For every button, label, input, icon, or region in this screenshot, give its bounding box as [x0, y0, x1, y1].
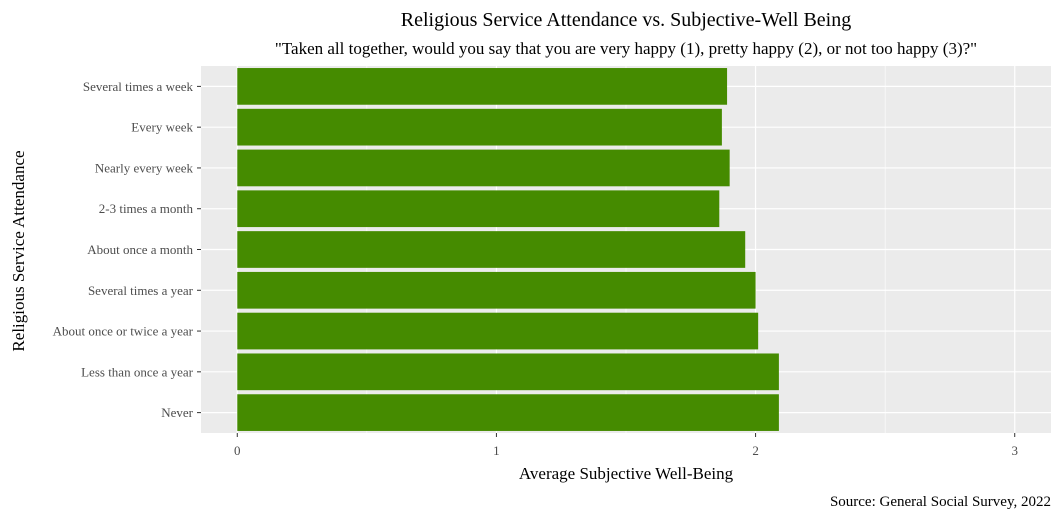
y-tick-label: About once or twice a year: [53, 324, 194, 339]
y-tick-label: Several times a year: [88, 283, 194, 298]
y-tick-label: Every week: [131, 120, 193, 135]
bar: [237, 108, 722, 146]
y-tick-label: Several times a week: [83, 79, 194, 94]
y-tick-label: About once a month: [87, 242, 193, 257]
x-tick-label: 2: [752, 443, 759, 458]
bar: [237, 312, 759, 350]
chart-title: Religious Service Attendance vs. Subject…: [401, 9, 852, 31]
y-axis: Several times a week Every week Nearly eve…: [53, 79, 201, 420]
x-axis-title: Average Subjective Well-Being: [519, 464, 734, 483]
x-axis: 0 1 2 3: [234, 433, 1018, 458]
bar: [237, 190, 720, 228]
chart-caption: Source: General Social Survey, 2022: [830, 494, 1051, 510]
y-axis-title: Religious Service Attendance: [9, 150, 28, 351]
bar: [237, 394, 779, 431]
bars: [237, 68, 779, 431]
chart-subtitle: "Taken all together, would you say that …: [275, 39, 977, 58]
y-tick-label: Never: [161, 405, 193, 420]
x-tick-label: 1: [493, 443, 500, 458]
x-tick-label: 3: [1011, 443, 1018, 458]
bar: [237, 271, 756, 309]
bar: [237, 231, 746, 268]
y-tick-label: 2-3 times a month: [99, 201, 194, 216]
bar: [237, 353, 779, 391]
x-tick-label: 0: [234, 443, 241, 458]
y-tick-label: Less than once a year: [81, 364, 194, 379]
y-tick-label: Nearly every week: [95, 160, 194, 175]
bar: [237, 149, 730, 187]
bar: [237, 68, 728, 105]
